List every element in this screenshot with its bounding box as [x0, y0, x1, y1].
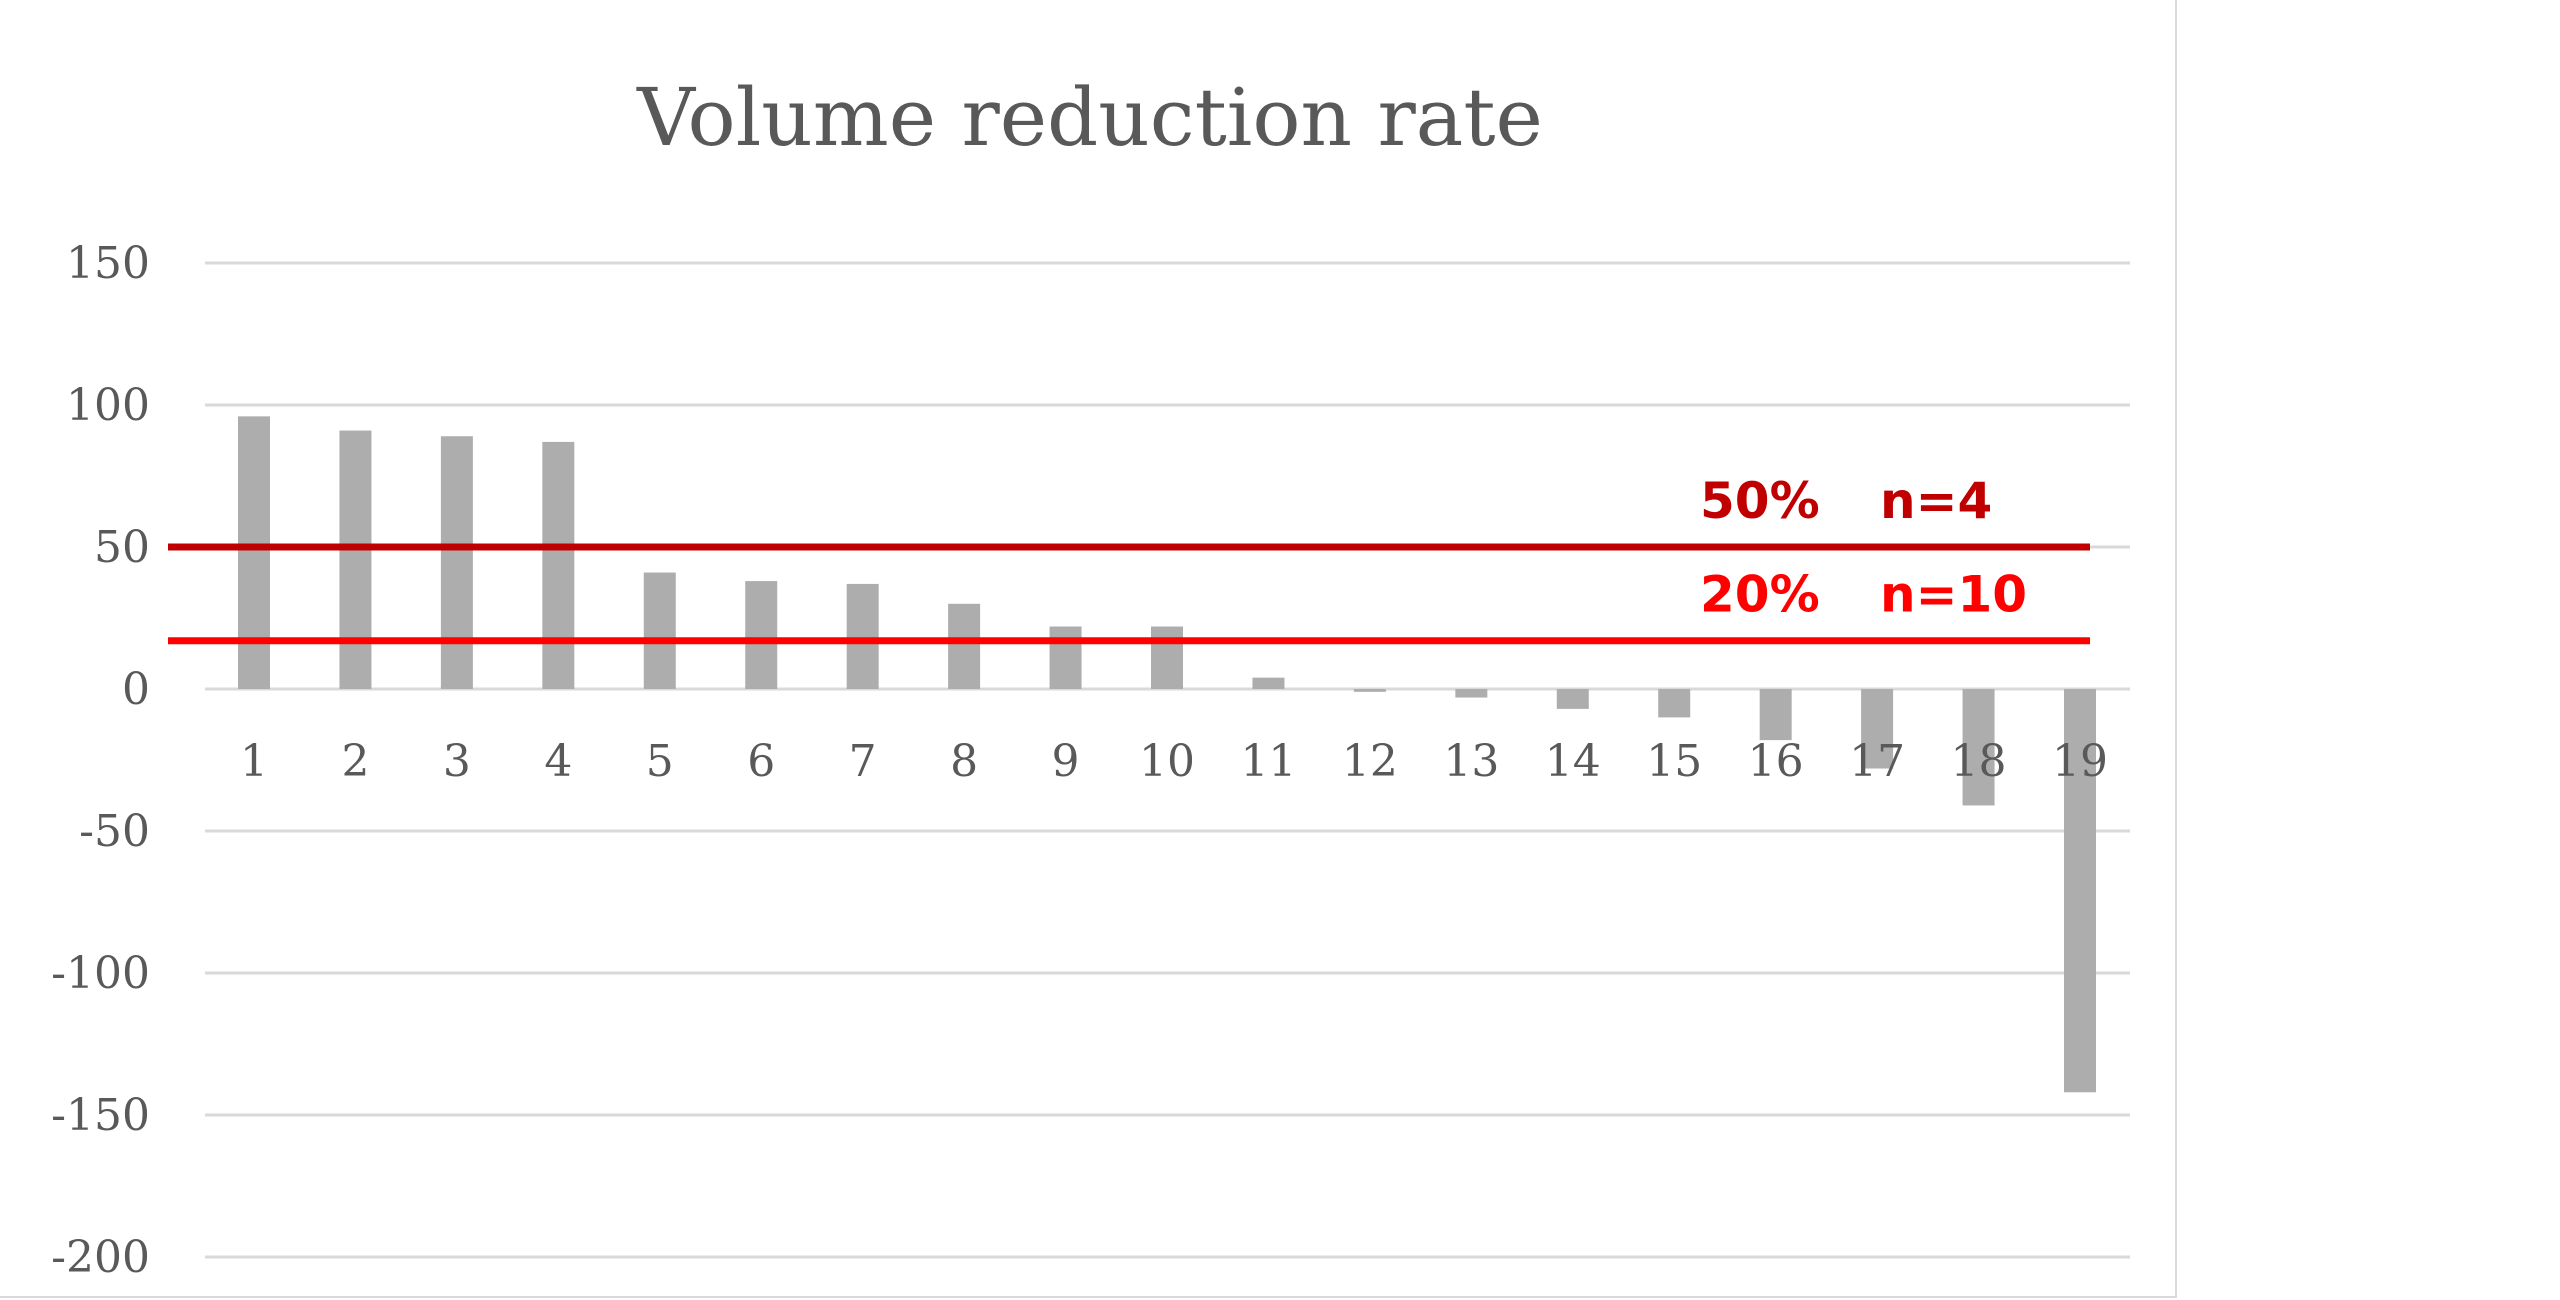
bar	[1962, 689, 1995, 806]
x-tick-label: 7	[849, 736, 877, 787]
y-tick-label: 100	[66, 380, 150, 431]
reference-line-percent-label: 20%	[1700, 566, 1820, 624]
x-axis-tick-labels: 1 2 3 4 5 6 7 8 9 10 11 12 13 14 15 16 17 18 19	[240, 736, 2108, 787]
bar	[339, 430, 372, 689]
y-tick-label: -150	[51, 1090, 150, 1141]
x-tick-label: 3	[443, 736, 471, 787]
bar	[1252, 677, 1285, 689]
volume-reduction-chart: Volume reduction rate 150 100 50 0 -50 -100 -1…	[51, 71, 2130, 1283]
x-tick-label: 8	[950, 736, 978, 787]
bar	[1049, 626, 1082, 689]
bar	[1151, 626, 1183, 689]
y-tick-label: -200	[51, 1232, 150, 1283]
bar	[948, 603, 981, 689]
chart-title: Volume reduction rate	[636, 71, 1543, 164]
x-tick-label: 9	[1052, 736, 1080, 787]
bar	[1556, 689, 1589, 709]
bar	[745, 581, 778, 689]
bar	[1759, 689, 1792, 741]
y-tick-label: 0	[122, 664, 150, 715]
x-tick-label: 11	[1240, 736, 1296, 787]
x-tick-label: 13	[1443, 736, 1499, 787]
x-tick-label: 14	[1545, 736, 1601, 787]
y-tick-label: -50	[79, 806, 150, 857]
x-tick-label: 12	[1342, 736, 1398, 787]
x-tick-label: 2	[341, 736, 369, 787]
y-tick-label: 50	[94, 522, 150, 573]
bar	[238, 416, 270, 689]
x-tick-label: 6	[747, 736, 775, 787]
bar	[643, 572, 676, 689]
x-tick-label: 15	[1646, 736, 1702, 787]
bar	[2064, 689, 2096, 1093]
bars	[238, 416, 2096, 1093]
y-tick-label: -100	[51, 948, 150, 999]
bar	[542, 441, 575, 689]
reference-line-percent-label: 50%	[1700, 472, 1820, 530]
reference-lines: 50% n=4 20% n=10	[168, 472, 2090, 645]
x-tick-label: 5	[646, 736, 674, 787]
bar	[1353, 689, 1386, 692]
reference-line-count-label: n=10	[1880, 566, 2027, 624]
reference-line-count-label: n=4	[1880, 472, 1992, 530]
x-tick-label: 19	[2052, 736, 2108, 787]
x-tick-label: 1	[240, 736, 268, 787]
bar	[440, 436, 473, 689]
x-tick-label: 10	[1139, 736, 1195, 787]
bar	[846, 583, 879, 689]
bar	[1658, 689, 1691, 718]
bar	[1455, 689, 1488, 698]
x-tick-label: 4	[544, 736, 572, 787]
bar	[1861, 689, 1894, 769]
y-axis-tick-labels: 150 100 50 0 -50 -100 -150 -200	[51, 238, 150, 1283]
x-tick-label: 16	[1748, 736, 1804, 787]
x-tick-label: 18	[1951, 736, 2007, 787]
y-tick-label: 150	[66, 238, 150, 289]
chart-frame: Volume reduction rate 150 100 50 0 -50 -100 -1…	[0, 0, 2177, 1298]
x-tick-label: 17	[1849, 736, 1905, 787]
